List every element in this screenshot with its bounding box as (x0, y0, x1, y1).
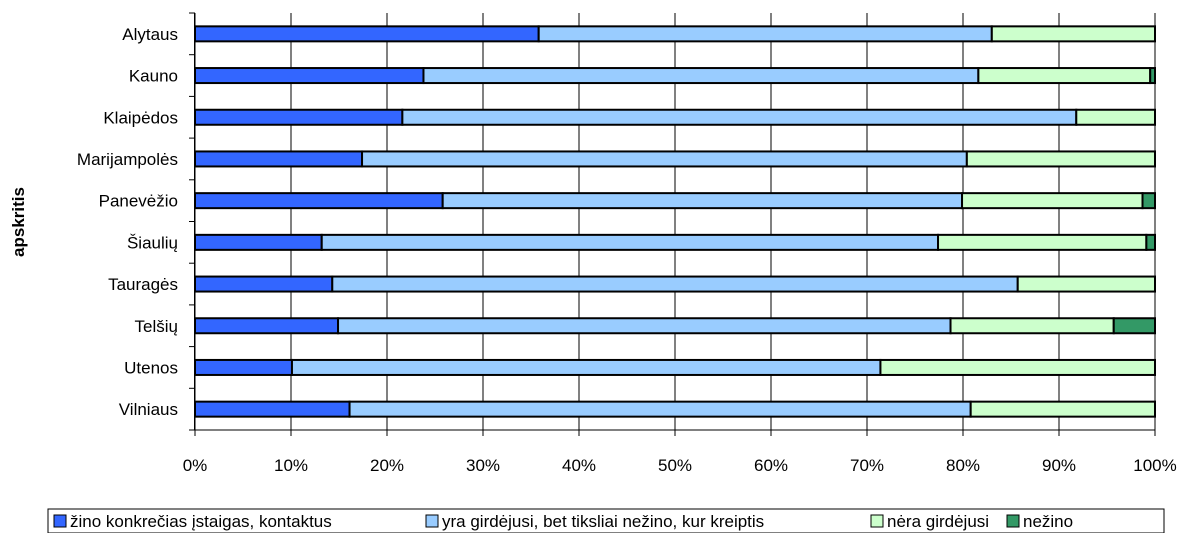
x-tick-label: 80% (946, 456, 980, 475)
category-label: Utenos (124, 358, 178, 377)
bar-segment (331, 275, 1019, 293)
bar-segment (422, 67, 980, 85)
category-label: Panevėžio (99, 192, 178, 211)
x-tick-label: 0% (183, 456, 208, 475)
bar-segment (1075, 108, 1157, 126)
bar-segment (337, 317, 952, 335)
category-label: Kauno (129, 67, 178, 86)
bar-segment (1141, 192, 1157, 210)
bar-segment (194, 233, 323, 251)
bar-segment (1145, 233, 1156, 251)
bar-segment (965, 150, 1157, 168)
bar-segment (194, 317, 340, 335)
legend-swatch (870, 514, 884, 528)
y-axis-title: apskritis (9, 187, 28, 257)
x-tick-label: 40% (562, 456, 596, 475)
legend-swatch (425, 514, 439, 528)
x-tick-label: 30% (466, 456, 500, 475)
bar-segment (949, 317, 1115, 335)
bar-segment (361, 150, 968, 168)
category-label: Šiaulių (127, 233, 178, 252)
legend-label: nežino (1023, 512, 1073, 531)
legend-label: yra girdėjusi, bet tiksliai nežino, kur … (442, 512, 764, 531)
bar-segment (969, 400, 1156, 418)
category-label: Marijampolės (77, 150, 178, 169)
bar-segment (1016, 275, 1156, 293)
x-tick-label: 90% (1042, 456, 1076, 475)
x-tick-label: 100% (1133, 456, 1176, 475)
bar-segment (320, 233, 940, 251)
category-label: Telšių (135, 317, 178, 336)
bar-segment (990, 25, 1156, 43)
bar-segment (194, 192, 444, 210)
x-tick-label: 70% (850, 456, 884, 475)
bar-segment (194, 108, 404, 126)
category-label: Klaipėdos (103, 108, 178, 127)
bar-segment (1112, 317, 1156, 335)
bar-segment (290, 358, 882, 376)
bar-segment (194, 25, 540, 43)
category-label: Tauragės (108, 275, 178, 294)
bar-segment (348, 400, 972, 418)
x-tick-label: 10% (274, 456, 308, 475)
category-label: Alytaus (122, 25, 178, 44)
legend-box (47, 508, 1165, 534)
bar-segment (937, 233, 1148, 251)
bar-segment (977, 67, 1152, 85)
x-tick-label: 50% (658, 456, 692, 475)
bar-segment (961, 192, 1144, 210)
bar-segment (1149, 67, 1156, 85)
bar-segment (537, 25, 993, 43)
bar-segment (194, 358, 293, 376)
bar-segment (401, 108, 1078, 126)
bar-segment (194, 400, 351, 418)
bar-segment (441, 192, 964, 210)
bar-segment (879, 358, 1156, 376)
bar-segment (194, 150, 364, 168)
x-tick-label: 60% (754, 456, 788, 475)
legend-label: nėra girdėjusi (887, 512, 989, 531)
category-label: Vilniaus (119, 400, 178, 419)
x-tick-label: 20% (370, 456, 404, 475)
legend-label: žino konkrečias įstaigas, kontaktus (70, 512, 332, 531)
bar-segment (194, 67, 425, 85)
legend-swatch (53, 514, 67, 528)
bar-segment (194, 275, 334, 293)
legend-swatch (1006, 514, 1020, 528)
